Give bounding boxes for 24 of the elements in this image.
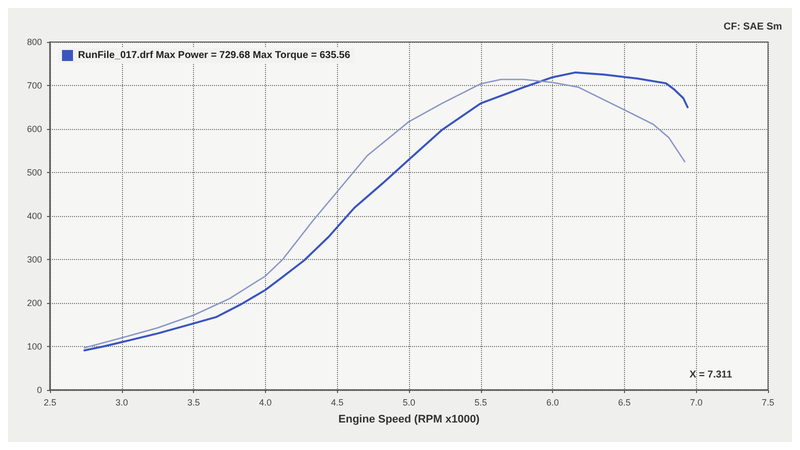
annotation: X = 7.311 bbox=[689, 370, 732, 380]
y-tick-label: 500 bbox=[26, 168, 42, 178]
x-tick-label: 5.0 bbox=[402, 398, 416, 408]
y-tick-label: 0 bbox=[36, 385, 42, 395]
x-tick-label: 6.5 bbox=[618, 398, 631, 408]
y-tick-label: 700 bbox=[26, 80, 42, 90]
y-tick-label: 300 bbox=[26, 254, 42, 264]
x-tick-label: 3.0 bbox=[116, 398, 128, 408]
x-axis-title: Engine Speed (RPM x1000) bbox=[338, 414, 480, 426]
text: CF: SAE Sm bbox=[724, 22, 782, 32]
y-tick-label: 400 bbox=[26, 211, 42, 221]
x-tick-label: 4.5 bbox=[330, 398, 344, 408]
x-tick-label: 2.5 bbox=[44, 398, 56, 408]
x-tick-label: 7.5 bbox=[762, 398, 774, 408]
y-tick-label: 200 bbox=[26, 298, 42, 308]
legend-label: RunFile_017.drf Max Power = 729.68 Max Torque = 635.56 bbox=[78, 50, 351, 61]
y-tick-label: 600 bbox=[26, 124, 42, 134]
x-tick-label: 4.0 bbox=[259, 398, 272, 408]
y-tick-label: 100 bbox=[26, 342, 42, 352]
x-tick-label: 3.5 bbox=[187, 398, 200, 408]
y-tick-label: 800 bbox=[26, 37, 42, 47]
x-tick-label: 5.5 bbox=[474, 398, 488, 408]
x-tick-label: 6.0 bbox=[546, 398, 559, 408]
x-tick-label: 7.0 bbox=[690, 398, 702, 408]
